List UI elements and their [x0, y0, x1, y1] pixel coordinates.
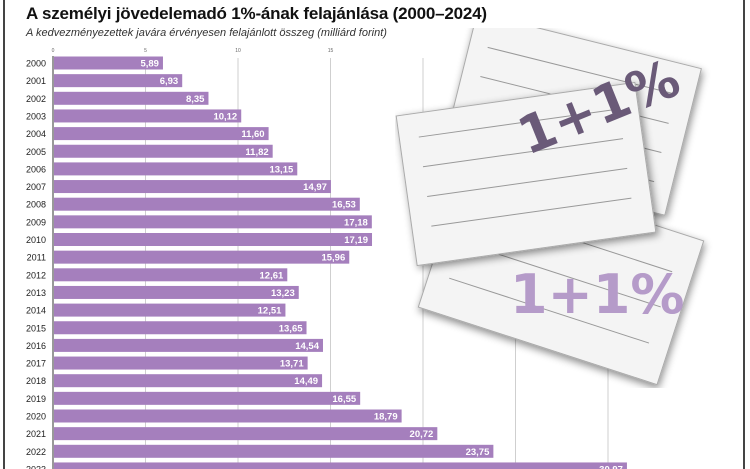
year-label: 2014: [26, 306, 46, 316]
year-label: 2008: [26, 200, 46, 210]
bar-value-label: 20,72: [410, 429, 434, 440]
bar-value-label: 12,61: [260, 270, 284, 281]
bar: [54, 409, 402, 423]
bar-value-label: 11,60: [241, 129, 264, 140]
year-label: 2015: [26, 323, 46, 333]
bar: [54, 303, 286, 317]
chart-title: A személyi jövedelemadó 1%-ának felajánl…: [26, 4, 487, 23]
bar: [54, 162, 298, 176]
bar: [54, 391, 361, 405]
year-label: 2018: [26, 376, 46, 386]
bar: [54, 197, 360, 211]
year-label: 2016: [26, 341, 46, 351]
x-tick-label: 15: [328, 48, 334, 54]
bar-value-label: 13,71: [280, 359, 304, 370]
bar-value-label: 17,19: [344, 235, 368, 246]
year-label: 2009: [26, 217, 46, 227]
bar: [54, 233, 373, 246]
bar-value-label: 16,55: [332, 394, 356, 405]
bar-value-label: 14,54: [295, 341, 319, 352]
year-label: 2010: [26, 235, 46, 245]
bar: [54, 268, 288, 282]
bar: [54, 250, 350, 264]
year-label: 2007: [26, 182, 46, 192]
year-label: 2000: [26, 59, 46, 69]
year-label: 2011: [27, 253, 46, 263]
bar: [54, 91, 209, 105]
bar: [54, 127, 269, 141]
bar-value-label: 10,12: [213, 111, 237, 122]
bar: [54, 338, 323, 352]
bar-value-label: 13,65: [279, 323, 303, 334]
frame: [3, 0, 745, 469]
bar-value-label: 11,82: [245, 147, 268, 158]
bar-value-label: 14,97: [303, 182, 327, 193]
bar-value-label: 6,93: [160, 76, 179, 87]
bar-value-label: 17,18: [344, 217, 368, 228]
bar: [54, 144, 273, 158]
year-label: 2019: [26, 394, 46, 404]
bar-value-label: 8,35: [186, 94, 205, 105]
bar: [54, 285, 299, 299]
bar-value-label: 23,75: [466, 447, 490, 458]
bar: [54, 444, 494, 458]
photo-text: 1+1%: [510, 263, 685, 326]
year-label: 2012: [26, 270, 46, 280]
bar-value-label: 13,15: [269, 164, 293, 175]
bar-value-label: 12,51: [258, 306, 282, 317]
year-label: 2017: [26, 359, 46, 369]
year-label: 2005: [26, 147, 46, 157]
x-tick-label: 5: [144, 48, 147, 54]
bar-value-label: 30,97: [599, 464, 623, 469]
year-label: 2023: [26, 464, 46, 469]
bar-value-label: 14,49: [294, 376, 318, 387]
x-tick-label: 0: [52, 48, 55, 54]
year-label: 2004: [26, 129, 46, 139]
year-label: 2006: [26, 164, 46, 174]
tax-form-photo: 1+1% 1+1%: [395, 28, 745, 388]
bar-value-label: 15,96: [321, 253, 345, 264]
x-tick-label: 10: [235, 48, 241, 54]
bar: [54, 356, 308, 370]
bar: [54, 462, 627, 469]
bar-value-label: 18,79: [374, 412, 398, 423]
bar: [54, 427, 438, 441]
chart-subtitle: A kedvezményezettek javára érvényesen fe…: [26, 27, 387, 39]
year-label: 2020: [26, 412, 46, 422]
year-label: 2003: [26, 111, 46, 121]
bar-value-label: 5,89: [140, 59, 159, 70]
year-label: 2021: [26, 429, 46, 439]
year-label: 2022: [26, 447, 46, 457]
year-label: 2001: [26, 76, 46, 86]
bar: [54, 180, 331, 194]
bar: [54, 321, 307, 335]
bar-value-label: 13,23: [271, 288, 295, 299]
year-label: 2013: [26, 288, 46, 298]
bar: [54, 374, 323, 388]
bar: [54, 215, 372, 229]
year-label: 2002: [26, 94, 46, 104]
bar: [54, 74, 183, 88]
bar: [54, 109, 242, 123]
bar-value-label: 16,53: [332, 200, 356, 211]
bar: [54, 56, 163, 70]
